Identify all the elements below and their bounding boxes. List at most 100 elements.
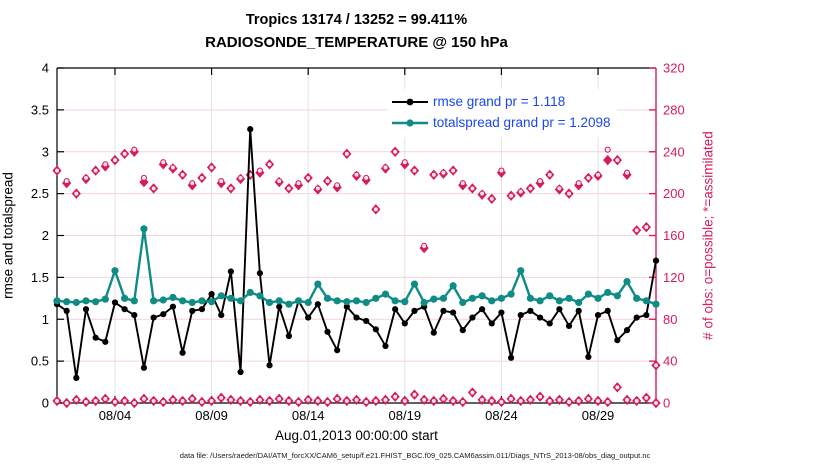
legend-row-rmse: rmse grand pr = 1.118: [390, 91, 611, 112]
possible-marker: [565, 190, 573, 197]
totalspread-point: [517, 267, 525, 275]
totalspread-point: [333, 297, 341, 305]
rmse-point: [382, 342, 389, 350]
totalspread-point: [410, 280, 419, 288]
rmse-point: [411, 307, 418, 314]
possible-marker: [324, 398, 331, 406]
possible-marker: [633, 397, 640, 404]
possible-marker: [430, 171, 437, 178]
possible-marker: [363, 174, 370, 181]
totalspread-point: [459, 298, 467, 307]
rmse-point: [102, 338, 109, 345]
possible-marker: [73, 396, 80, 403]
rmse-point: [517, 311, 524, 319]
possible-marker: [623, 169, 631, 176]
totalspread-point: [343, 298, 351, 306]
possible-marker: [585, 174, 592, 181]
possible-marker: [450, 167, 457, 174]
possible-marker: [266, 161, 273, 168]
possible-marker: [111, 398, 119, 406]
x-tick-label: 08/09: [195, 408, 228, 423]
possible-marker: [527, 185, 534, 192]
legend: rmse grand pr = 1.118 totalspread grand …: [388, 89, 617, 137]
totalspread-point: [623, 277, 631, 286]
chart-title-line1: Tropics 13174 / 13252 = 99.411%: [245, 12, 468, 28]
possible-marker: [247, 398, 254, 406]
possible-marker: [508, 395, 515, 402]
rmse-point: [160, 311, 167, 318]
possible-marker: [614, 157, 621, 164]
totalspread-point: [63, 298, 71, 306]
possible-marker: [623, 396, 631, 403]
possible-marker: [556, 185, 563, 192]
rmse-point: [276, 303, 283, 310]
possible-marker: [411, 391, 418, 398]
possible-marker: [440, 395, 447, 402]
possible-marker: [102, 395, 109, 402]
totalspread-point: [72, 298, 80, 307]
possible-marker: [537, 393, 544, 400]
totalspread-point: [304, 298, 312, 307]
right-tick-label: 200: [663, 186, 685, 201]
totalspread-point: [584, 290, 592, 298]
rmse-point: [150, 314, 157, 321]
data-file-path: data file: /Users/raeder/DAI/ATM_forcXX/…: [179, 451, 651, 460]
totalspread-point: [121, 294, 129, 302]
possible-marker: [150, 185, 157, 192]
left-tick-label: 3: [42, 144, 49, 159]
possible-marker: [131, 399, 138, 407]
rmse-point: [585, 353, 592, 361]
right-tick-label: 120: [663, 270, 685, 285]
rmse-point: [604, 307, 611, 314]
possible-marker: [459, 180, 466, 187]
left-tick-label: 3.5: [31, 102, 49, 117]
totalspread-point: [294, 297, 303, 305]
possible-marker: [218, 178, 225, 185]
possible-marker: [517, 397, 524, 404]
x-axis-label: Aug.01,2013 00:00:00 start: [275, 428, 438, 443]
totalspread-point: [178, 297, 187, 305]
rmse-point: [111, 299, 119, 306]
possible-marker: [401, 159, 408, 166]
rmse-point: [614, 337, 621, 344]
possible-marker: [237, 174, 244, 181]
possible-marker: [305, 396, 312, 403]
possible-marker: [102, 161, 109, 168]
rmse-point: [363, 317, 370, 325]
rmse-point: [507, 354, 515, 361]
possible-marker: [276, 178, 283, 185]
rmse-line-swatch: [392, 98, 428, 105]
possible-marker: [179, 171, 186, 178]
totalspread-point: [236, 297, 245, 305]
rmse-point: [140, 364, 148, 371]
possible-marker: [604, 398, 611, 406]
totalspread-point: [275, 297, 283, 305]
totalspread-point: [449, 282, 457, 290]
totalspread-point: [169, 293, 177, 302]
left-tick-label: 2: [42, 228, 49, 243]
possible-marker: [372, 397, 379, 404]
rmse-point: [121, 306, 128, 313]
possible-marker: [208, 397, 215, 404]
right-axis-label: # of obs: o=possible; *=assimilated: [700, 131, 716, 340]
rmse-point: [179, 349, 186, 356]
totalspread-point: [594, 294, 602, 302]
chart-title-line2: RADIOSONDE_TEMPERATURE @ 150 hPa: [205, 34, 508, 51]
possible-marker: [353, 171, 360, 178]
rmse-point: [73, 374, 80, 381]
right-tick-label: 280: [663, 102, 685, 117]
rmse-point: [285, 332, 292, 340]
left-tick-label: 0: [42, 396, 49, 411]
possible-marker: [82, 174, 90, 181]
possible-marker: [488, 195, 495, 202]
rmse-point: [652, 257, 660, 264]
totalspread-point: [265, 298, 274, 307]
right-tick-label: 160: [663, 228, 685, 243]
totalspread-point: [420, 298, 428, 307]
rmse-point: [314, 301, 321, 308]
right-tick-label: 240: [663, 144, 685, 159]
possible-marker: [63, 399, 70, 407]
totalspread-point: [246, 288, 254, 297]
rmse-point: [324, 328, 331, 335]
